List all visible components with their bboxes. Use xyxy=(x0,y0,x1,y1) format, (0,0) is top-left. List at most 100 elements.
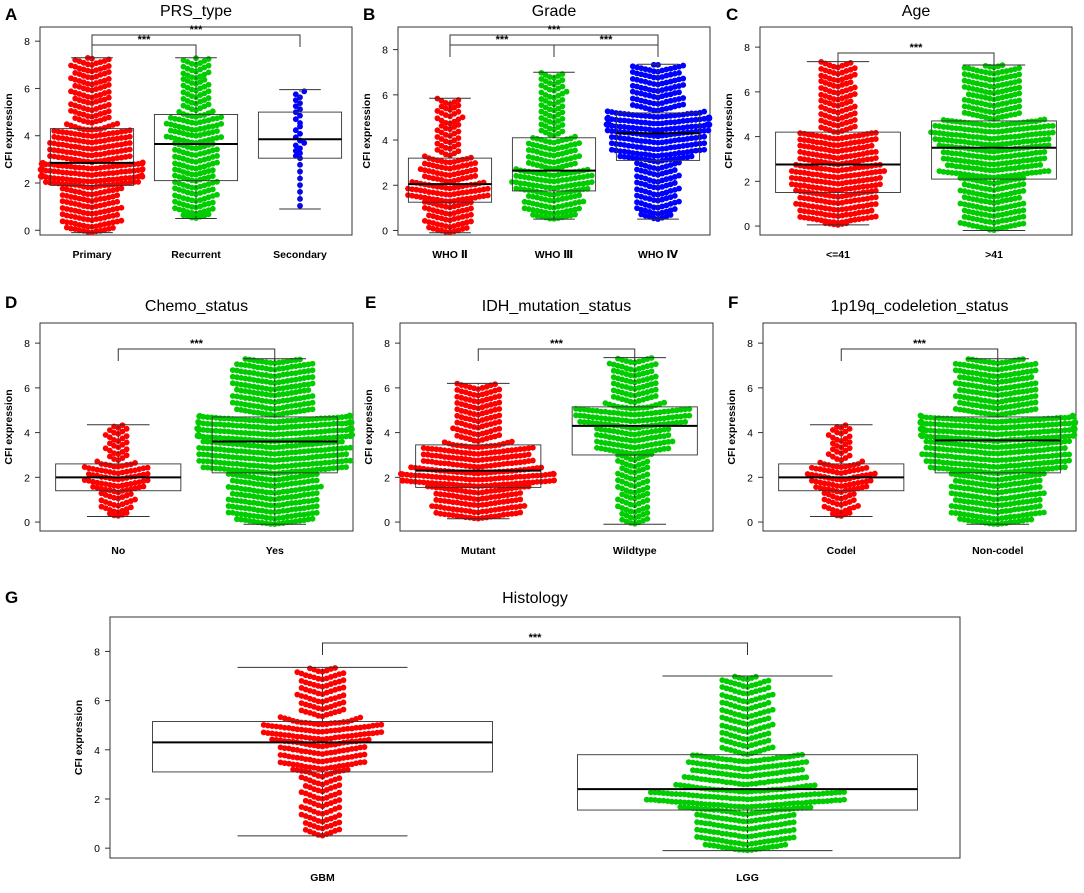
data-point xyxy=(661,445,668,452)
data-point xyxy=(492,381,498,388)
data-point xyxy=(330,420,337,427)
data-point xyxy=(98,490,105,497)
data-point xyxy=(229,490,236,497)
data-point xyxy=(944,131,951,138)
data-point xyxy=(471,444,477,451)
data-point xyxy=(517,473,524,480)
data-point xyxy=(271,431,278,438)
data-point xyxy=(229,509,236,516)
data-point xyxy=(214,159,220,166)
data-point xyxy=(433,480,440,487)
data-point xyxy=(246,417,253,424)
data-point xyxy=(525,451,532,458)
data-point xyxy=(1011,449,1018,456)
data-point xyxy=(1032,429,1039,436)
data-point xyxy=(246,376,253,382)
data-point xyxy=(238,511,245,518)
data-point xyxy=(594,407,600,414)
data-point xyxy=(276,418,282,425)
data-point xyxy=(982,154,989,161)
data-point xyxy=(877,181,883,188)
data-point xyxy=(126,168,133,174)
data-point xyxy=(825,451,832,458)
data-point xyxy=(809,209,816,216)
data-point xyxy=(944,149,951,156)
data-point xyxy=(634,199,640,206)
data-point xyxy=(952,393,959,399)
data-point xyxy=(936,168,943,175)
data-point xyxy=(455,135,462,142)
data-point xyxy=(292,97,299,104)
data-point xyxy=(263,372,270,378)
data-point xyxy=(255,481,261,488)
data-point xyxy=(1012,133,1018,140)
data-point xyxy=(952,406,959,412)
data-point xyxy=(642,138,649,145)
data-point xyxy=(659,145,666,152)
data-point xyxy=(856,145,862,151)
data-point xyxy=(51,153,58,160)
data-point xyxy=(644,410,651,417)
data-point xyxy=(801,169,808,176)
data-point xyxy=(671,192,678,199)
data-point xyxy=(525,458,532,464)
data-point xyxy=(809,151,816,158)
data-point xyxy=(229,393,236,399)
data-point xyxy=(271,444,278,451)
data-point xyxy=(455,108,462,115)
data-point xyxy=(982,424,989,431)
data-point xyxy=(484,185,491,192)
data-point xyxy=(936,434,942,441)
data-point xyxy=(204,427,211,434)
data-point xyxy=(292,402,299,409)
y-tick-label: 0 xyxy=(747,517,753,529)
data-point xyxy=(1015,430,1022,436)
data-point xyxy=(318,483,324,490)
data-point xyxy=(559,128,566,135)
data-point xyxy=(59,185,66,192)
data-point xyxy=(634,186,640,193)
data-point xyxy=(1041,428,1047,435)
significance-bracket: *** xyxy=(449,34,555,57)
data-point xyxy=(200,445,207,452)
y-tick-label: 6 xyxy=(747,383,753,395)
data-point xyxy=(471,489,477,496)
data-point xyxy=(229,416,236,422)
data-point xyxy=(818,104,825,110)
data-point xyxy=(259,507,266,514)
data-point xyxy=(434,146,441,153)
data-point xyxy=(301,381,308,388)
data-point xyxy=(661,408,668,415)
data-point xyxy=(72,56,79,63)
data-point xyxy=(297,430,303,437)
data-point xyxy=(581,419,588,426)
data-point xyxy=(991,128,997,135)
data-point xyxy=(1041,490,1047,497)
data-point xyxy=(665,445,672,452)
data-point xyxy=(214,191,220,198)
data-point xyxy=(209,173,216,179)
data-point xyxy=(961,194,968,201)
data-point xyxy=(438,122,445,129)
data-point xyxy=(167,127,174,134)
data-point xyxy=(271,360,278,367)
data-point xyxy=(652,373,659,380)
y-axis-label: CFI expression xyxy=(361,93,373,168)
x-tick-label: Primary xyxy=(72,249,111,261)
data-point xyxy=(851,110,858,117)
data-point xyxy=(559,109,566,116)
data-point xyxy=(1011,500,1018,507)
data-point xyxy=(1028,118,1035,125)
data-point xyxy=(445,481,452,487)
data-point xyxy=(818,124,825,131)
data-point xyxy=(663,113,670,120)
data-point xyxy=(63,163,70,170)
data-point xyxy=(1024,157,1031,164)
data-point xyxy=(403,471,410,478)
data-point xyxy=(1045,434,1052,441)
significance-bracket: *** xyxy=(837,42,995,65)
data-point xyxy=(1024,454,1031,461)
data-point xyxy=(218,120,225,127)
